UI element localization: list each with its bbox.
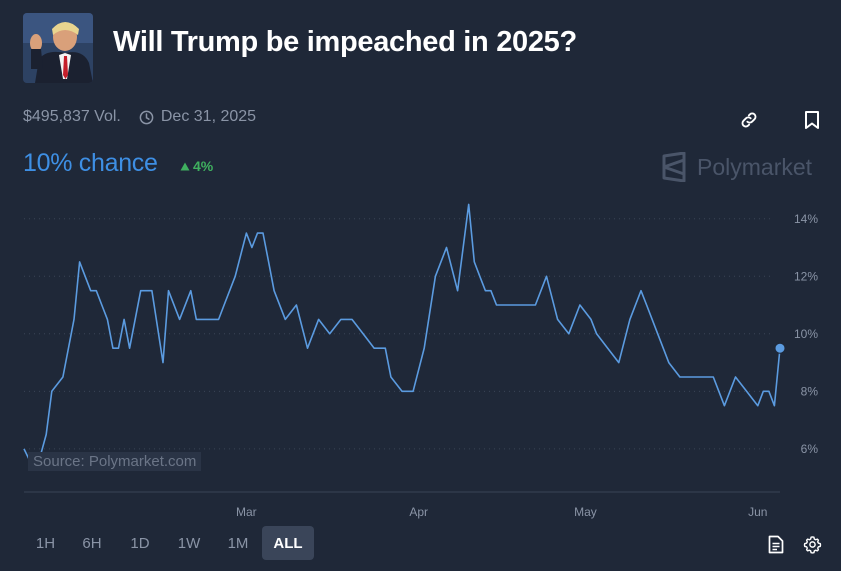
x-tick-label: Mar [236, 505, 257, 519]
series-end-point [774, 342, 786, 354]
tab-all[interactable]: ALL [262, 526, 314, 560]
series-line [23, 203, 781, 462]
y-tick-label: 12% [794, 269, 818, 283]
brand-name: Polymarket [697, 153, 813, 180]
link-icon[interactable] [737, 108, 761, 132]
market-meta: $495,837 Vol. Dec 31, 2025 [23, 107, 256, 127]
triangle-up-icon [180, 162, 190, 170]
y-tick-label: 6% [801, 442, 819, 456]
bookmark-icon[interactable] [800, 108, 824, 132]
clock-icon [139, 110, 154, 125]
tab-1m[interactable]: 1M [227, 534, 249, 552]
document-icon[interactable] [765, 533, 787, 555]
chart-source: Source: Polymarket.com [28, 452, 202, 471]
change-indicator: 4% [180, 158, 213, 174]
tab-6h[interactable]: 6H [82, 534, 102, 552]
polymarket-logo-icon [662, 152, 686, 182]
gear-icon[interactable] [801, 533, 823, 555]
brand-watermark: Polymarket [661, 152, 812, 182]
x-tick-label: Jun [748, 505, 767, 519]
tab-1h[interactable]: 1H [35, 534, 56, 552]
x-tick-label: May [574, 505, 597, 519]
tab-1d[interactable]: 1D [130, 534, 150, 552]
time-range-tabs: 1H 6H 1D 1W 1M ALL [23, 526, 314, 560]
chance-value: 10% chance [23, 149, 158, 177]
market-avatar [23, 13, 93, 83]
market-title: Will Trump be impeached in 2025? [113, 26, 577, 58]
y-tick-label: 10% [794, 327, 818, 341]
tab-1w[interactable]: 1W [177, 534, 201, 552]
volume-text: $495,837 Vol. [23, 108, 121, 125]
y-tick-label: 14% [794, 212, 818, 226]
y-tick-label: 8% [801, 384, 819, 398]
end-date-text: Dec 31, 2025 [160, 108, 257, 125]
change-value: 4% [193, 158, 214, 174]
x-tick-label: Apr [409, 505, 428, 519]
